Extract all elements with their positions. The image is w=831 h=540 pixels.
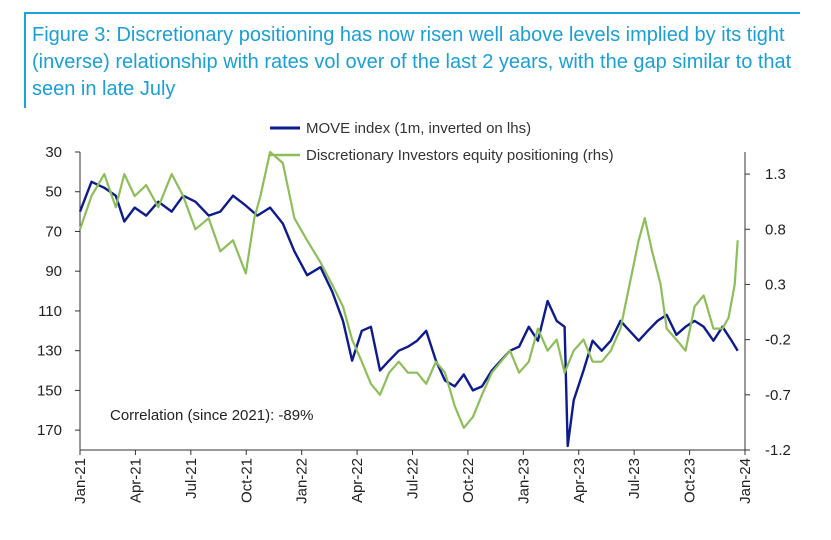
left-tick-label: 50 bbox=[45, 184, 62, 201]
x-tick-label: Jul-21 bbox=[183, 458, 200, 499]
x-tick-label: Jan-23 bbox=[515, 458, 532, 504]
x-tick-label: Jan-22 bbox=[294, 458, 311, 504]
x-tick-label: Oct-23 bbox=[682, 458, 699, 503]
left-tick-label: 70 bbox=[45, 223, 62, 240]
x-tick-label: Oct-21 bbox=[238, 458, 255, 503]
title-frame-top bbox=[24, 12, 800, 14]
x-tick-label: Apr-23 bbox=[571, 458, 588, 503]
x-tick-label: Apr-21 bbox=[127, 458, 144, 503]
legend-label-discretionary: Discretionary Investors equity positioni… bbox=[306, 147, 614, 164]
legend-label-move: MOVE index (1m, inverted on lhs) bbox=[306, 120, 531, 137]
left-tick-label: 110 bbox=[38, 303, 62, 320]
correlation-annotation: Correlation (since 2021): -89% bbox=[110, 407, 313, 424]
right-tick-label: 1.3 bbox=[765, 166, 786, 183]
right-tick-label: -0.7 bbox=[765, 387, 791, 404]
x-tick-label: Jul-22 bbox=[405, 458, 422, 499]
right-tick-label: 0.3 bbox=[765, 276, 786, 293]
left-tick-label: 170 bbox=[37, 422, 62, 439]
left-tick-label: 150 bbox=[37, 382, 62, 399]
x-tick-label: Oct-22 bbox=[460, 458, 477, 503]
x-tick-label: Jan-24 bbox=[737, 458, 754, 504]
right-tick-label: 0.8 bbox=[765, 221, 786, 238]
right-tick-label: -0.2 bbox=[765, 332, 791, 349]
figure-title: Figure 3: Discretionary positioning has … bbox=[32, 24, 792, 100]
discretionary-positioning-line bbox=[78, 150, 739, 429]
title-frame-left bbox=[24, 12, 26, 108]
chart-legend: MOVE index (1m, inverted on lhs) Discreti… bbox=[270, 120, 614, 164]
move-index-line bbox=[78, 180, 739, 448]
left-tick-label: 30 bbox=[45, 144, 62, 161]
chart-axes: 30 50 70 90 110 130 150 170 1.3 0.8 0.3 -0.2 -0.7 -1.… bbox=[37, 144, 791, 504]
left-tick-label: 130 bbox=[37, 343, 62, 360]
x-tick-label: Jan-21 bbox=[72, 458, 89, 504]
x-tick-label: Apr-22 bbox=[349, 458, 366, 503]
chart-lines bbox=[78, 150, 739, 448]
left-tick-label: 90 bbox=[45, 263, 62, 280]
right-tick-label: -1.2 bbox=[765, 442, 791, 459]
x-tick-label: Jul-23 bbox=[626, 458, 643, 499]
